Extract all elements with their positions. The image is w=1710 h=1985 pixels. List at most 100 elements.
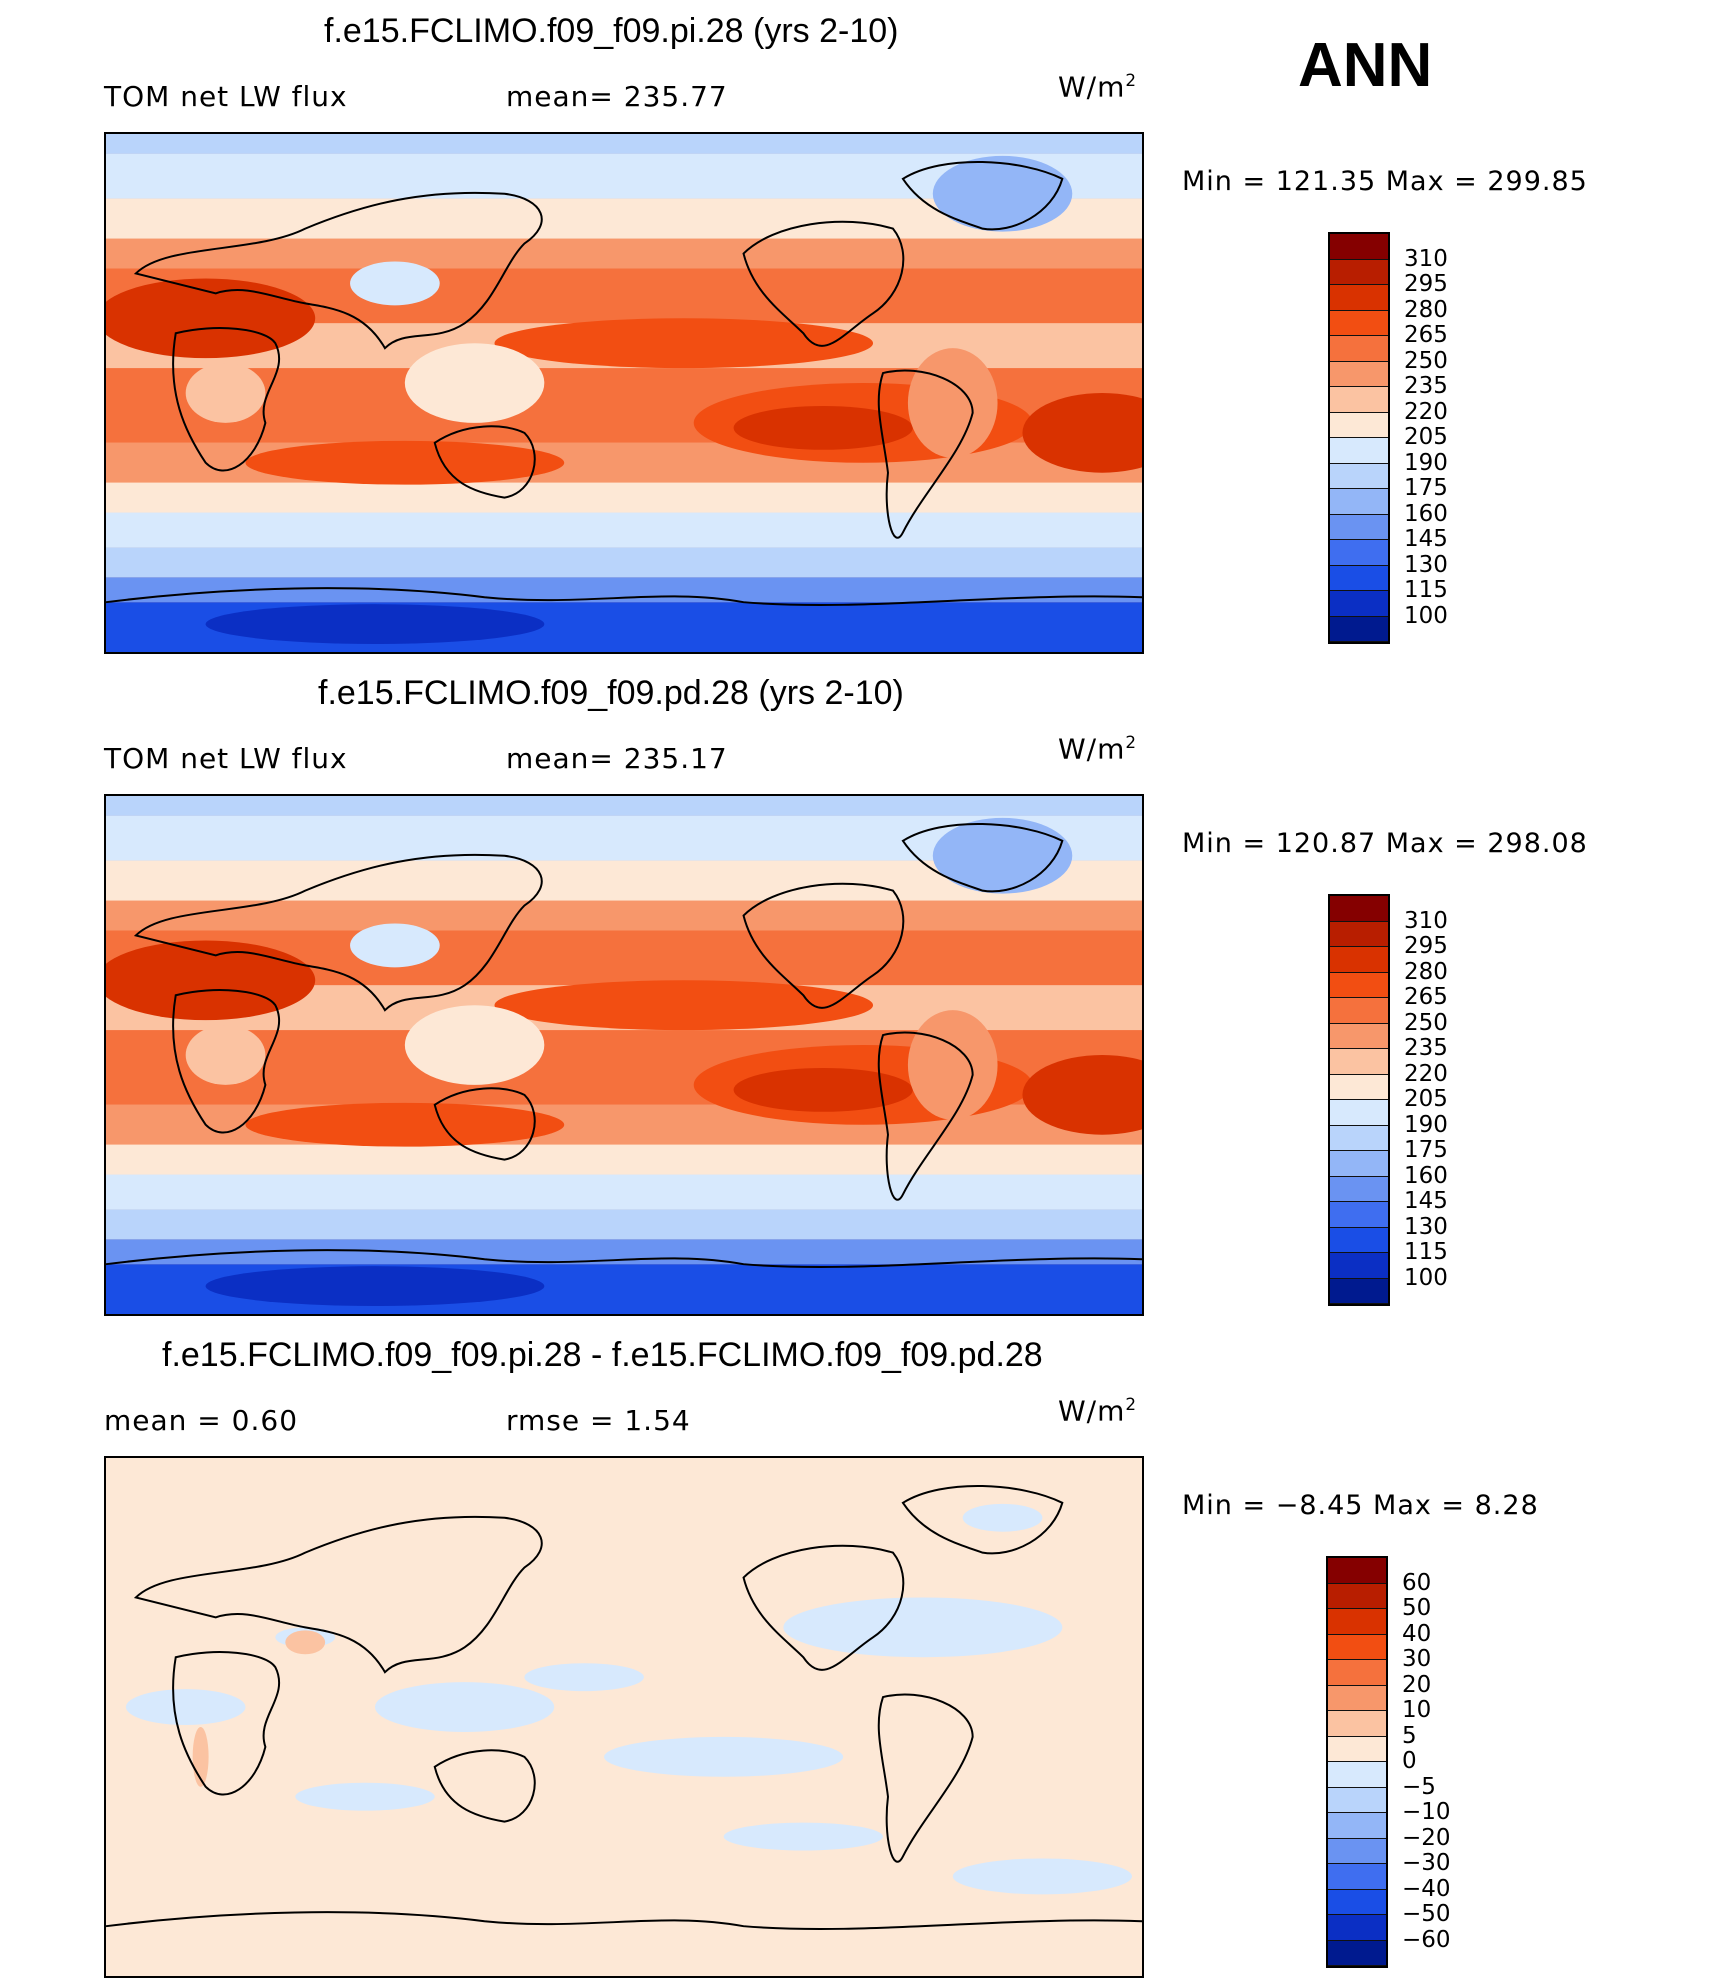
colorbar-swatch — [1330, 285, 1388, 311]
panel-1-mean-label: mean= 235.77 — [506, 80, 728, 113]
colorbar-swatch — [1328, 1609, 1386, 1635]
units-text: W/m — [1058, 732, 1126, 766]
colorbar-label: 40 — [1402, 1620, 1432, 1647]
colorbar-swatch — [1328, 1558, 1386, 1584]
panel-2-title: f.e15.FCLIMO.f09_f09.pd.28 (yrs 2-10) — [318, 674, 904, 712]
colorbar-swatch — [1330, 1023, 1388, 1049]
colorbar-label: 0 — [1402, 1748, 1417, 1774]
colorbar-swatch — [1330, 540, 1388, 566]
panel-1-units: W/m2 — [1058, 70, 1137, 103]
colorbar-swatch — [1330, 896, 1388, 922]
colorbar-label: 235 — [1404, 1035, 1448, 1061]
colorbar-label: 145 — [1404, 1188, 1448, 1214]
colorbar-label: 60 — [1402, 1569, 1432, 1596]
colorbar-label: 175 — [1404, 475, 1448, 501]
colorbar-swatch — [1330, 947, 1388, 973]
colorbar-label: −40 — [1402, 1875, 1451, 1902]
colorbar-swatch — [1328, 1736, 1386, 1762]
colorbar-label: 235 — [1404, 373, 1448, 399]
units-exponent: 2 — [1125, 70, 1138, 90]
panel-3-field — [106, 1458, 1142, 1976]
colorbar-swatch — [1330, 463, 1388, 489]
colorbar-label: 250 — [1404, 1009, 1448, 1036]
colorbar-label: 50 — [1402, 1595, 1432, 1621]
panel-2-units: W/m2 — [1058, 732, 1137, 765]
colorbar-label: 115 — [1404, 1239, 1448, 1265]
colorbar-label: 10 — [1402, 1697, 1432, 1723]
panel-3-map — [104, 1456, 1144, 1978]
units-text: W/m — [1058, 70, 1126, 104]
colorbar-swatch — [1330, 489, 1388, 515]
colorbar-swatch — [1330, 310, 1388, 336]
colorbar-swatch — [1328, 1940, 1386, 1966]
colorbar-label: 250 — [1404, 347, 1448, 374]
colorbar-swatch — [1328, 1864, 1386, 1890]
colorbar-swatch — [1330, 1074, 1388, 1100]
colorbar-label: 280 — [1404, 296, 1448, 323]
units-exponent: 2 — [1125, 732, 1138, 752]
colorbar-swatch — [1330, 514, 1388, 540]
colorbar-swatch — [1330, 412, 1388, 438]
colorbar-swatch — [1330, 921, 1388, 947]
colorbar-swatch — [1330, 438, 1388, 464]
panel-3-units: W/m2 — [1058, 1394, 1137, 1427]
colorbar-swatch — [1330, 591, 1388, 617]
colorbar-swatch — [1328, 1813, 1386, 1839]
colorbar-swatch — [1328, 1711, 1386, 1737]
colorbar-label: 205 — [1404, 424, 1448, 450]
colorbar-swatch — [1330, 1227, 1388, 1253]
colorbar-swatch — [1328, 1915, 1386, 1941]
colorbar-label: 30 — [1402, 1646, 1432, 1672]
panel-2-minmax: Min = 120.87 Max = 298.08 — [1182, 828, 1588, 859]
panel-2-mean-label: mean= 235.17 — [506, 742, 728, 775]
panel-2-map — [104, 794, 1144, 1316]
colorbar-swatch — [1330, 1278, 1388, 1304]
colorbar-swatch — [1328, 1634, 1386, 1660]
colorbar-swatch — [1330, 387, 1388, 413]
colorbar-swatch — [1330, 972, 1388, 998]
colorbar-swatch — [1330, 616, 1388, 642]
season-label: ANN — [1298, 31, 1433, 100]
colorbar-swatch — [1328, 1838, 1386, 1864]
units-exponent: 2 — [1125, 1394, 1138, 1414]
panel-2-field — [106, 796, 1142, 1314]
colorbar-label: 190 — [1404, 449, 1448, 476]
panel-1-map — [104, 132, 1144, 654]
panel-3-mean-label: mean = 0.60 — [104, 1404, 299, 1437]
colorbar-label: 20 — [1402, 1671, 1432, 1698]
colorbar-label: 310 — [1404, 907, 1448, 934]
panel-2-coastlines — [106, 823, 1142, 1269]
colorbar-swatch — [1330, 259, 1388, 285]
colorbar-swatch — [1330, 1176, 1388, 1202]
panel-3-coastlines — [106, 1485, 1142, 1931]
colorbar-label: −30 — [1402, 1850, 1451, 1876]
panel-2-variable-label: TOM net LW flux — [104, 742, 348, 775]
colorbar-label: 130 — [1404, 551, 1448, 578]
colorbar-swatch — [1330, 336, 1388, 362]
colorbar-label: 115 — [1404, 577, 1448, 603]
panel-1-variable-label: TOM net LW flux — [104, 80, 348, 113]
panel-1-field — [106, 134, 1142, 652]
colorbar-swatch — [1328, 1583, 1386, 1609]
colorbar-swatch — [1330, 1202, 1388, 1228]
colorbar-label: 130 — [1404, 1213, 1448, 1240]
colorbar-label: −50 — [1402, 1901, 1451, 1927]
colorbar-swatch — [1328, 1762, 1386, 1788]
colorbar-swatch — [1330, 1253, 1388, 1279]
panel-3-rmse-label: rmse = 1.54 — [506, 1404, 691, 1437]
colorbar-label: 220 — [1404, 398, 1448, 425]
colorbar-label: 280 — [1404, 958, 1448, 985]
colorbar-label: 5 — [1402, 1722, 1417, 1749]
colorbar-label: 295 — [1404, 933, 1448, 959]
colorbar-swatch — [1330, 1151, 1388, 1177]
units-text: W/m — [1058, 1394, 1126, 1428]
colorbar-label: 100 — [1404, 1264, 1448, 1291]
colorbar-swatch — [1330, 1049, 1388, 1075]
colorbar-label: 145 — [1404, 526, 1448, 552]
colorbar-swatch — [1328, 1660, 1386, 1686]
colorbar-label: 265 — [1404, 322, 1448, 348]
panel-1-coastlines — [106, 161, 1142, 607]
colorbar-label: 265 — [1404, 984, 1448, 1010]
colorbar-swatch — [1330, 998, 1388, 1024]
colorbar-label: 295 — [1404, 271, 1448, 297]
